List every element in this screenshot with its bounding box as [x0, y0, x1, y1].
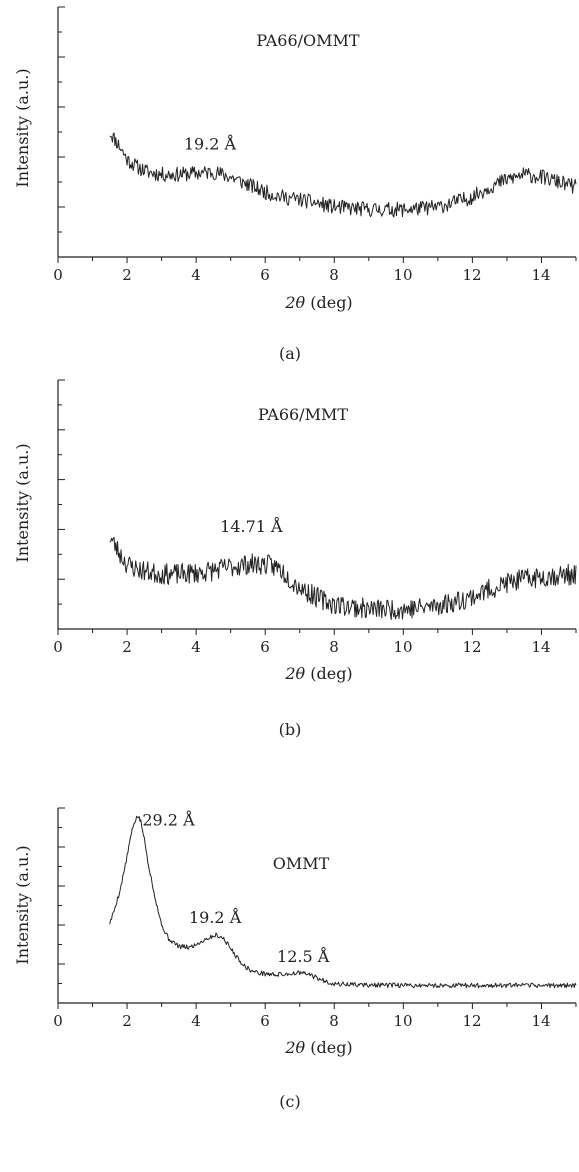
y-axis-title: Intensity (a.u.) [13, 845, 32, 964]
x-tick-label: 12 [462, 266, 481, 284]
panel-c: 0 2 4 6 8 10 12 14 2θ (deg) Intensity (a… [13, 807, 577, 1111]
x-tick-label: 2 [122, 266, 132, 284]
y-axis-title: Intensity (a.u.) [13, 68, 32, 187]
x-tick-label: 12 [462, 1012, 481, 1030]
ticks-a [57, 6, 577, 263]
chart-title: PA66/OMMT [256, 31, 359, 50]
x-tick-label: 0 [53, 266, 63, 284]
ticks-b [57, 379, 577, 635]
x-axis-title: 2θ (deg) [284, 1038, 352, 1057]
x-tick-labels-c: 0 2 4 6 8 10 12 14 [53, 1012, 550, 1030]
x-tick-label: 4 [191, 1012, 201, 1030]
ticks-c [57, 807, 577, 1009]
x-tick-label: 14 [531, 266, 550, 284]
chart-title: OMMT [273, 854, 330, 873]
panel-label: (b) [279, 720, 302, 739]
series-line-c [109, 815, 577, 989]
x-tick-label: 2 [122, 638, 132, 656]
x-tick-label: 6 [260, 1012, 270, 1030]
x-tick-label: 8 [329, 638, 339, 656]
panel-b: 0 2 4 6 8 10 12 14 2θ (deg) Intensity (a… [13, 379, 577, 739]
panel-label: (a) [279, 344, 301, 363]
x-tick-label: 10 [393, 1012, 412, 1030]
series-line-a [109, 132, 577, 218]
x-tick-label: 12 [462, 638, 481, 656]
panel-label: (c) [279, 1092, 300, 1111]
x-tick-label: 14 [531, 1012, 550, 1030]
x-tick-labels-a: 0 2 4 6 8 10 12 14 [53, 266, 550, 284]
peak-annotation: 19.2 Å [184, 134, 237, 154]
panel-a: 0 2 4 6 8 10 12 14 2θ (deg) Intensity (a… [13, 6, 577, 363]
x-tick-label: 8 [329, 1012, 339, 1030]
x-tick-label: 6 [260, 266, 270, 284]
x-tick-label: 8 [329, 266, 339, 284]
chart-title: PA66/MMT [258, 405, 348, 424]
x-tick-label: 0 [53, 1012, 63, 1030]
peak-annotation: 19.2 Å [189, 907, 242, 927]
x-tick-label: 2 [122, 1012, 132, 1030]
x-axis-title: 2θ (deg) [284, 293, 352, 312]
x-tick-label: 14 [531, 638, 550, 656]
series-line-b [109, 536, 577, 621]
peak-annotation: 29.2 Å [142, 810, 195, 830]
x-tick-labels-b: 0 2 4 6 8 10 12 14 [53, 638, 550, 656]
peak-annotation: 12.5 Å [277, 946, 330, 966]
x-tick-label: 4 [191, 638, 201, 656]
y-axis-title: Intensity (a.u.) [13, 443, 32, 562]
peak-annotation: 14.71 Å [220, 516, 283, 536]
x-tick-label: 10 [393, 266, 412, 284]
x-axis-title: 2θ (deg) [284, 664, 352, 683]
x-tick-label: 6 [260, 638, 270, 656]
x-tick-label: 4 [191, 266, 201, 284]
x-tick-label: 0 [53, 638, 63, 656]
x-tick-label: 10 [393, 638, 412, 656]
